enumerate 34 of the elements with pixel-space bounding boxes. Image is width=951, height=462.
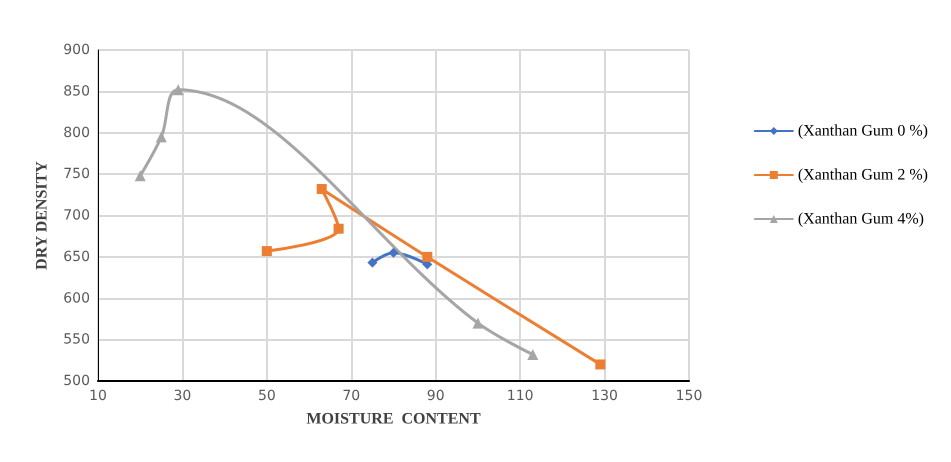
y-tick-label: 850: [63, 83, 90, 100]
y-tick-label: 500: [63, 373, 90, 389]
x-axis-title: MOISTURE CONTENT: [306, 410, 481, 428]
legend-label: (Xanthan Gum 4%): [798, 210, 924, 228]
point: [262, 246, 272, 256]
y-tick-label: 800: [63, 124, 90, 141]
legend-label: (Xanthan Gum 2 %): [798, 166, 928, 184]
legend-label: (Xanthan Gum 0 %): [798, 122, 928, 140]
point: [334, 224, 344, 234]
y-axis-title: DRY DENSITY: [34, 160, 50, 270]
x-tick-label: 50: [258, 388, 276, 404]
point: [472, 318, 484, 329]
x-tick-label: 110: [506, 388, 534, 404]
point: [388, 248, 398, 258]
point: [367, 258, 378, 268]
x-tick-label: 130: [591, 388, 618, 404]
x-tick-label: 30: [174, 388, 192, 404]
point: [172, 84, 184, 96]
x-tick-label: 10: [89, 388, 107, 404]
point: [134, 170, 146, 182]
y-tick-label: 650: [63, 248, 90, 265]
point: [316, 184, 327, 194]
y-tick-label: 700: [63, 208, 90, 224]
point: [156, 131, 167, 142]
x-tick-label: 90: [426, 388, 445, 404]
x-tick-label: 150: [676, 388, 702, 404]
point: [422, 252, 432, 262]
x-tick-label: 70: [342, 388, 360, 404]
point: [595, 359, 606, 370]
y-tick-label: 900: [63, 42, 90, 58]
y-tick-label: 550: [63, 332, 90, 348]
point: [527, 349, 538, 360]
y-tick-label: 750: [63, 166, 90, 182]
y-tick-label: 600: [63, 290, 90, 306]
